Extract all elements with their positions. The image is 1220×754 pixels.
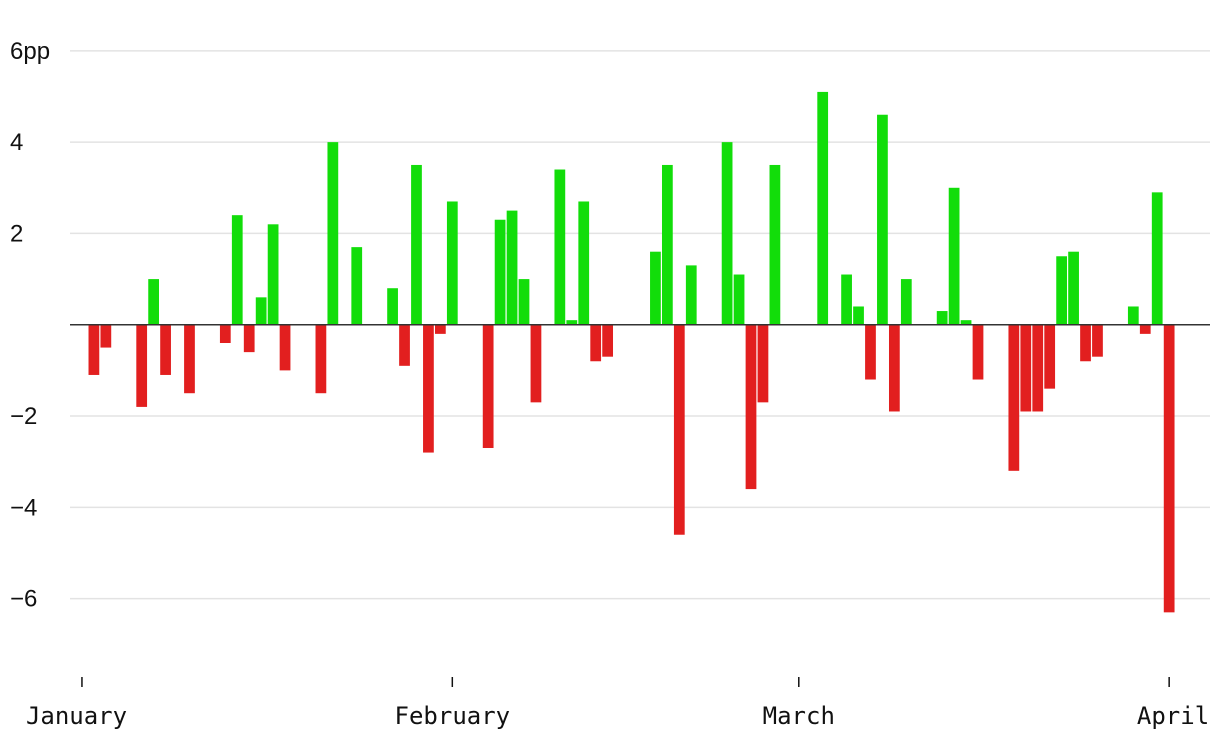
bar — [1151, 192, 1163, 325]
y-tick-label: −2 — [10, 403, 37, 430]
bar — [650, 251, 661, 325]
bar — [315, 324, 327, 394]
bar — [948, 187, 960, 325]
bar — [877, 114, 888, 325]
bar — [853, 306, 864, 325]
bar — [673, 324, 685, 535]
bar — [661, 164, 673, 325]
bar — [100, 324, 112, 348]
bar — [1008, 324, 1020, 471]
bar — [685, 265, 697, 325]
bar — [865, 324, 876, 380]
bar — [566, 320, 578, 325]
bar — [1127, 306, 1139, 325]
bar — [88, 324, 100, 375]
bar — [494, 219, 506, 325]
bar — [267, 224, 279, 325]
x-tick-label: January — [26, 702, 127, 730]
bar — [243, 324, 255, 353]
bar — [411, 164, 422, 325]
bar — [817, 91, 829, 325]
bar — [160, 324, 171, 375]
y-axis-ticks: 6pp 4 2 −2 −4 −6 — [10, 38, 50, 613]
bar — [518, 279, 530, 325]
bar — [900, 279, 912, 325]
bar — [1092, 324, 1103, 357]
bar — [1056, 256, 1068, 325]
bar — [399, 324, 410, 366]
bar — [1139, 324, 1151, 334]
x-tick-label: April — [1137, 702, 1209, 730]
bar — [255, 297, 267, 325]
bar — [446, 201, 458, 325]
bar — [530, 324, 542, 403]
bar — [888, 324, 900, 412]
bar — [757, 324, 769, 403]
bar — [936, 311, 948, 325]
bar — [136, 324, 148, 407]
bar — [721, 142, 733, 325]
bar — [231, 215, 243, 325]
bar — [960, 320, 972, 325]
bar — [733, 274, 745, 325]
y-tick-label: −6 — [10, 586, 37, 613]
bar — [1080, 324, 1091, 362]
bar — [219, 324, 231, 343]
bar — [148, 279, 160, 325]
y-tick-label: 2 — [10, 220, 23, 247]
bar — [351, 247, 363, 325]
bar — [279, 324, 291, 371]
bar — [327, 142, 339, 325]
bar — [769, 164, 781, 325]
bar — [972, 324, 984, 380]
x-axis-ticks: January February March April — [26, 677, 1209, 730]
y-tick-label: 6pp — [10, 38, 50, 65]
bar — [554, 169, 566, 325]
bar — [1044, 324, 1056, 389]
bar — [1163, 324, 1175, 613]
bar — [578, 201, 590, 325]
bar — [841, 274, 852, 325]
bar — [1032, 324, 1044, 412]
x-tick-label: February — [395, 702, 511, 730]
y-tick-label: 4 — [10, 129, 23, 156]
y-tick-label: −4 — [10, 494, 37, 521]
bar — [602, 324, 614, 357]
bar — [745, 324, 757, 490]
bar — [434, 324, 446, 334]
gridlines — [70, 50, 1210, 600]
bars — [88, 91, 1175, 613]
x-tick-label: March — [763, 702, 835, 730]
bar — [1020, 324, 1032, 412]
bar — [423, 324, 434, 453]
bar — [482, 324, 494, 448]
bar — [1068, 251, 1079, 325]
bar — [387, 288, 398, 325]
bar — [506, 210, 518, 325]
bar — [184, 324, 195, 394]
bar — [590, 324, 602, 362]
